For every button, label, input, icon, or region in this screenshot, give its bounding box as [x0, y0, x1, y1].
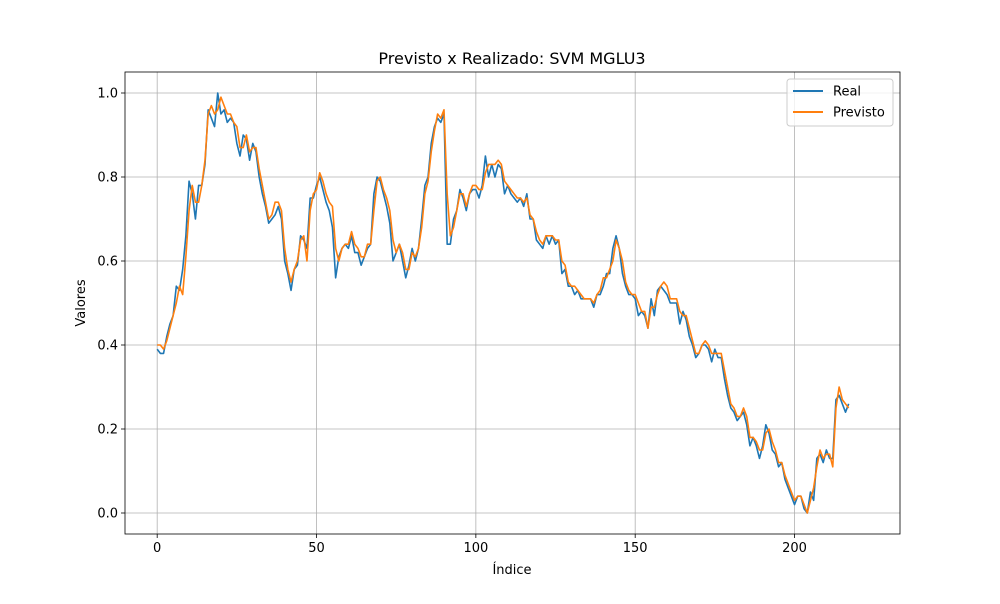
y-tick-label: 0.2 [97, 423, 118, 438]
plot-frame [124, 71, 901, 535]
series-line-previsto [157, 96, 850, 514]
legend-label-real: Real [833, 85, 861, 100]
x-tick-label: 200 [782, 541, 807, 556]
legend-label-previsto: Previsto [833, 106, 885, 121]
grid [125, 72, 900, 534]
y-tick-label: 1.0 [97, 87, 118, 102]
legend: Real Previsto [786, 78, 894, 127]
series-line-real [156, 92, 850, 514]
x-tick-label: 50 [308, 541, 325, 556]
series-lines [156, 92, 850, 514]
chart-title: Previsto x Realizado: SVM MGLU3 [378, 49, 645, 68]
axis-ticks: 0 50 100 150 200 0.0 0.2 0.4 0.6 0.8 1.0 [97, 87, 807, 557]
x-tick-label: 150 [623, 541, 648, 556]
x-tick-label: 100 [463, 541, 488, 556]
y-tick-label: 0.8 [97, 171, 118, 186]
x-axis-label: Índice [492, 562, 531, 578]
y-tick-label: 0.0 [97, 507, 118, 522]
y-tick-label: 0.6 [97, 255, 118, 270]
x-tick-label: 0 [153, 541, 161, 556]
y-tick-label: 0.4 [97, 339, 118, 354]
y-axis-label: Valores [74, 279, 89, 326]
